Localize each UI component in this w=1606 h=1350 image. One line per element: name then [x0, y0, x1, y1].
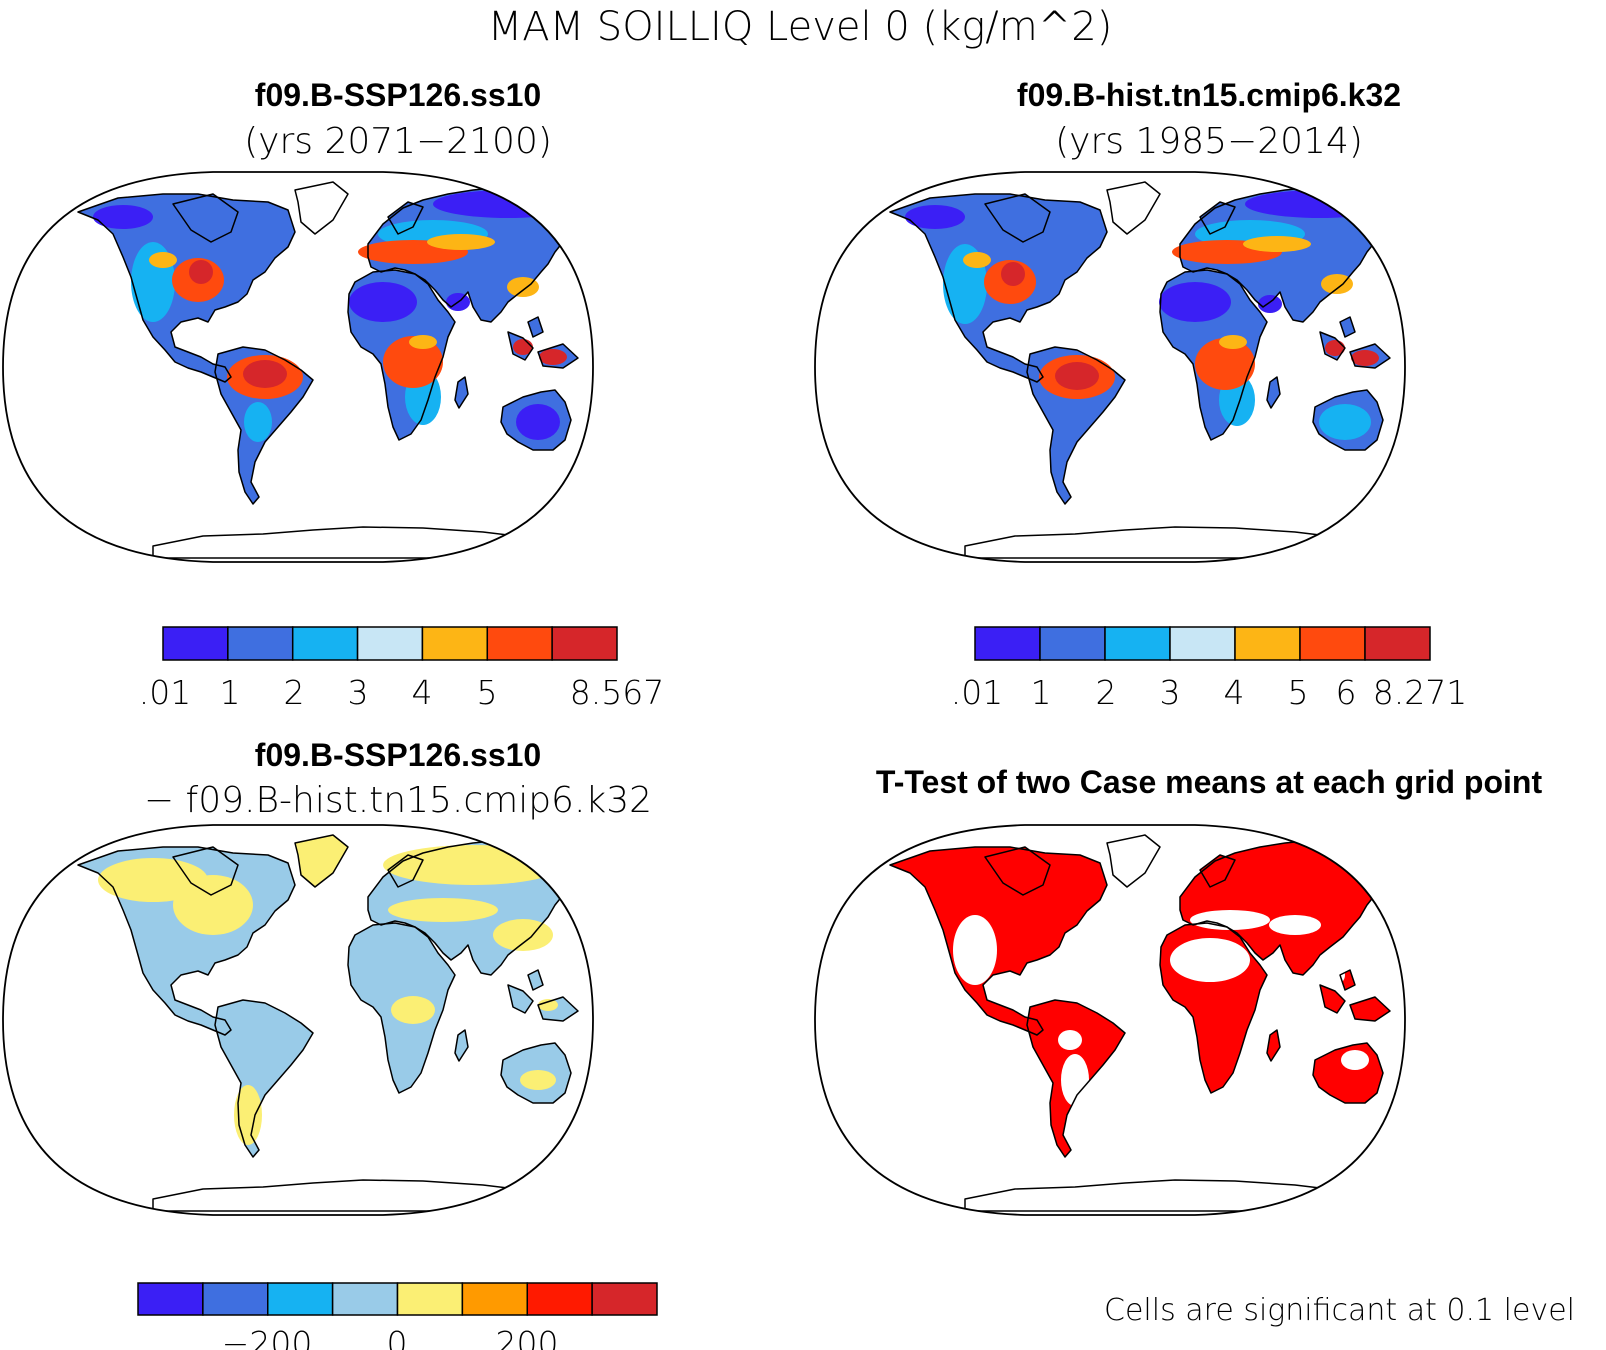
colorbar-box	[526, 1282, 593, 1316]
colorbar-tick-label: 6	[1336, 673, 1357, 712]
panel-difference: f09.B-SSP126.ss10 − f09.B-hist.tn15.cmip…	[3, 737, 658, 1350]
colorbar-box	[1234, 626, 1301, 661]
colorbar-box	[974, 626, 1041, 661]
colorbar-tick-label: 4	[1224, 673, 1245, 712]
panel-hist-subtitle: (yrs 1985−2014)	[1055, 121, 1363, 162]
panel-hist-colorbar: .01 1 2 3 4 5 6 8.271	[951, 626, 1467, 712]
colorbar-box	[486, 626, 553, 661]
colorbar-tick-label: 1	[220, 673, 241, 712]
panel-difference-subtitle: − f09.B-hist.tn15.cmip6.k32	[144, 780, 652, 821]
panel-ssp126-subtitle: (yrs 2071−2100)	[244, 121, 552, 162]
panel-ssp126: f09.B-SSP126.ss10 (yrs 2071−2100) .01 1 2 3…	[3, 77, 664, 712]
colorbar-tick-label: 3	[348, 673, 369, 712]
panel-ssp126-map	[3, 172, 593, 562]
colorbar-box	[331, 1282, 399, 1316]
colorbar-box	[396, 1282, 464, 1316]
colorbar-box	[461, 1282, 528, 1316]
colorbar-tick-label: 5	[1288, 673, 1309, 712]
panel-difference-colorbar: −200 0 200	[137, 1282, 658, 1350]
colorbar-box	[356, 626, 424, 661]
colorbar-tick-label: 3	[1160, 673, 1181, 712]
panel-ttest-map	[815, 825, 1405, 1215]
panel-hist-title: f09.B-hist.tn15.cmip6.k32	[1017, 77, 1401, 113]
panel-ssp126-colorbar: .01 1 2 3 4 5 8.567	[139, 626, 664, 712]
colorbar-box	[1364, 626, 1431, 661]
colorbar-box	[1104, 626, 1171, 661]
colorbar-box	[421, 626, 489, 661]
colorbar-tick-label: 1	[1031, 673, 1052, 712]
colorbar-box	[551, 626, 618, 661]
colorbar-box	[137, 1282, 204, 1316]
panel-difference-title: f09.B-SSP126.ss10	[255, 737, 541, 773]
figure-title: MAM SOILLIQ Level 0 (kg/m^2)	[488, 4, 1113, 50]
colorbar-box	[591, 1282, 658, 1316]
colorbar-tick-label: 2	[1096, 673, 1117, 712]
colorbar-box	[1169, 626, 1236, 661]
colorbar-tick-label: .01	[139, 673, 191, 712]
panel-ttest-note: Cells are significant at 0.1 level	[1104, 1293, 1575, 1328]
colorbar-tick-label: 200	[496, 1324, 559, 1350]
colorbar-box	[267, 1282, 334, 1316]
panel-ttest-title: T-Test of two Case means at each grid po…	[876, 764, 1543, 800]
colorbar-tick-label: .01	[951, 673, 1003, 712]
colorbar-tick-label: −200	[222, 1324, 313, 1350]
colorbar-tick-label: 5	[477, 673, 498, 712]
panel-difference-map	[3, 825, 593, 1215]
colorbar-box	[227, 626, 294, 661]
colorbar-box	[291, 626, 359, 661]
colorbar-tick-label: 8.567	[570, 673, 664, 712]
colorbar-box	[162, 626, 229, 661]
panel-hist-map	[815, 172, 1405, 562]
colorbar-box	[202, 1282, 269, 1316]
colorbar-tick-label: 4	[412, 673, 433, 712]
panel-ttest: T-Test of two Case means at each grid po…	[815, 764, 1575, 1328]
panel-hist: f09.B-hist.tn15.cmip6.k32 (yrs 1985−2014…	[815, 77, 1467, 712]
colorbar-box	[1039, 626, 1106, 661]
colorbar-tick-label: 0	[387, 1324, 408, 1350]
colorbar-tick-label: 8.271	[1373, 673, 1467, 712]
colorbar-box	[1299, 626, 1366, 661]
colorbar-tick-label: 2	[284, 673, 305, 712]
panel-ssp126-title: f09.B-SSP126.ss10	[255, 77, 541, 113]
